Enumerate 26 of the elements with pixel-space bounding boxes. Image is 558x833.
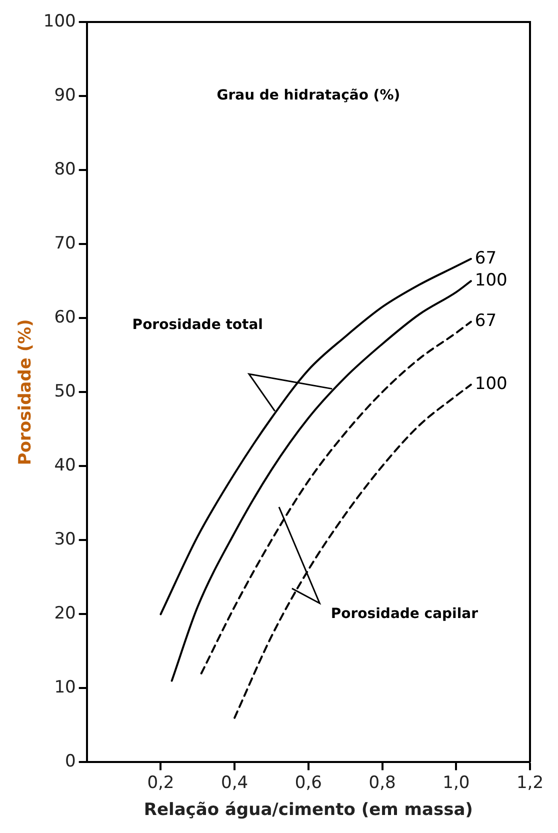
y-tick-label: 30 bbox=[54, 530, 76, 550]
y-tick-label: 40 bbox=[54, 456, 76, 476]
x-tick-label: 1,2 bbox=[516, 772, 544, 793]
x-tick-label: 0,8 bbox=[368, 772, 396, 793]
x-tick-label: 1,0 bbox=[442, 772, 470, 793]
x-tick-label: 0,6 bbox=[294, 772, 322, 793]
x-tick-label: 0,4 bbox=[221, 772, 248, 793]
y-tick-label: 60 bbox=[54, 308, 76, 328]
x-tick-label: 0,2 bbox=[147, 772, 174, 793]
y-tick-label: 10 bbox=[54, 678, 76, 698]
y-tick-label: 80 bbox=[54, 159, 76, 180]
y-tick-label: 70 bbox=[54, 233, 76, 254]
series-label: 100 bbox=[474, 374, 508, 394]
annotation: Porosidade capilar bbox=[330, 606, 478, 622]
y-tick-label: 0 bbox=[65, 752, 76, 772]
x-axis-title: Relação água/cimento (em massa) bbox=[144, 800, 473, 820]
annotation: Porosidade total bbox=[132, 317, 263, 334]
series-label: 100 bbox=[474, 270, 508, 290]
y-tick-label: 50 bbox=[54, 382, 76, 402]
series-label: 67 bbox=[474, 248, 497, 268]
y-tick-label: 100 bbox=[43, 11, 76, 32]
y-axis-title: Porosidade (%) bbox=[16, 319, 36, 466]
annotation: Grau de hidratação (%) bbox=[216, 88, 400, 104]
y-tick-label: 20 bbox=[54, 604, 76, 624]
series-label: 67 bbox=[474, 311, 497, 332]
y-tick-label: 90 bbox=[54, 85, 76, 106]
